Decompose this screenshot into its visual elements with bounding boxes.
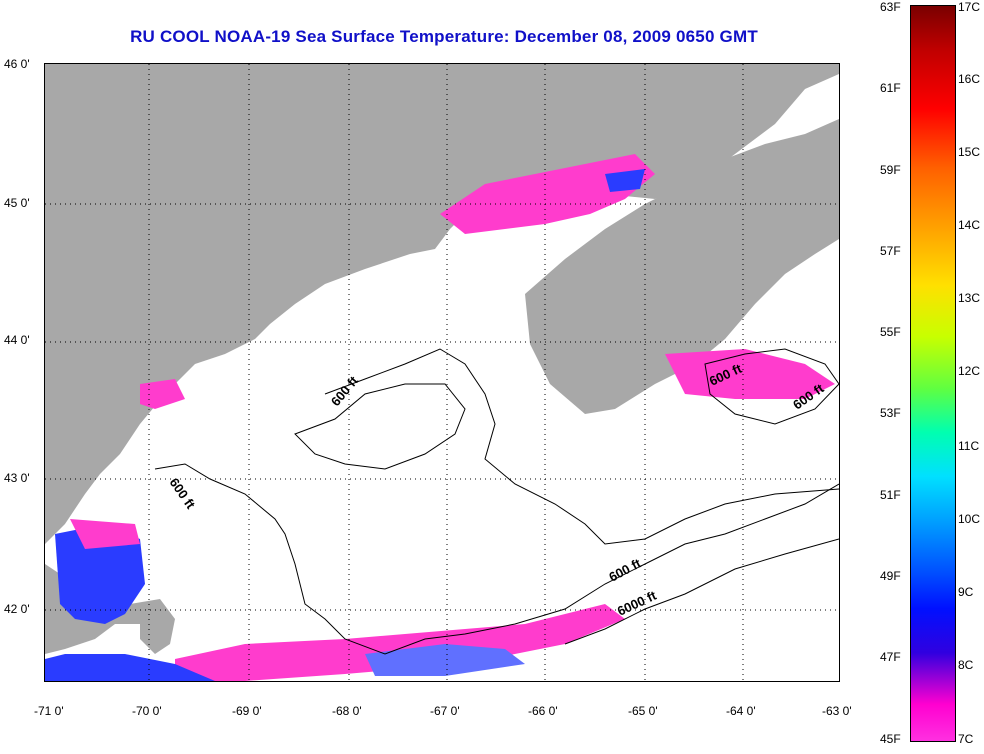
sst-bay-of-fundy <box>440 154 655 234</box>
sst-maine-coast <box>140 379 185 409</box>
contour-label: 6000 ft <box>615 587 659 618</box>
lon-label: -68 0' <box>332 704 362 718</box>
sst-massachusetts-bay <box>55 524 145 624</box>
colorbar-f-label: 49F <box>880 569 901 583</box>
sst-south-shelf <box>175 604 625 681</box>
colorbar-f-label: 53F <box>880 406 901 420</box>
contour-6000 <box>564 538 839 645</box>
sst-map[interactable]: 600 ft 600 ft 600 ft 600 ft 6000 ft 600 … <box>44 63 840 682</box>
lon-label: -66 0' <box>528 704 558 718</box>
colorbar-c-label: 9C <box>958 585 974 599</box>
colorbar-f-label: 59F <box>880 163 901 177</box>
colorbar-f-label: 51F <box>880 488 901 502</box>
lat-label: 46 0' <box>4 57 30 71</box>
colorbar-f-label: 55F <box>880 325 901 339</box>
colorbar-f-label: 63F <box>880 0 901 14</box>
lat-label: 45 0' <box>4 196 30 210</box>
lon-label: -64 0' <box>726 704 756 718</box>
sst-shelf-blue <box>365 644 525 676</box>
colorbar-c-label: 11C <box>958 439 980 453</box>
map-title: RU COOL NOAA-19 Sea Surface Temperature:… <box>130 27 758 46</box>
sst-fundy-blue <box>605 169 645 192</box>
colorbar-c-label: 14C <box>958 218 981 232</box>
colorbar-c-label: 8C <box>958 658 974 672</box>
colorbar-f-label: 47F <box>880 650 901 664</box>
colorbar-c-label: 17C <box>958 0 981 14</box>
lon-label: -67 0' <box>430 704 460 718</box>
lat-label: 43 0' <box>4 471 30 485</box>
sst-nova-scotia-east <box>665 349 835 399</box>
lat-label: 42 0' <box>4 602 30 616</box>
lon-label: -71 0' <box>34 704 64 718</box>
lon-label: -70 0' <box>132 704 162 718</box>
colorbar-c-label: 12C <box>958 364 981 378</box>
colorbar-f-label: 61F <box>880 81 901 95</box>
colorbar-f-label: 45F <box>880 732 901 746</box>
contour-label-group: 600 ft 600 ft 600 ft 600 ft 6000 ft 600 … <box>167 360 828 618</box>
colorbar-f-label: 57F <box>880 244 901 258</box>
lon-label: -69 0' <box>232 704 262 718</box>
contour-label: 600 ft <box>606 555 644 585</box>
sst-mass-bay-magenta <box>70 519 140 549</box>
lon-label: -65 0' <box>628 704 658 718</box>
bathymetry-contours <box>154 348 839 655</box>
sst-nantucket-blue <box>45 654 215 681</box>
temperature-colorbar <box>910 5 956 742</box>
lat-label: 44 0' <box>4 333 30 347</box>
colorbar-c-label: 15C <box>958 145 981 159</box>
contour-600-inner <box>294 383 466 470</box>
contour-600-central <box>324 348 839 545</box>
land-nova-scotia <box>525 119 839 414</box>
colorbar-c-label: 16C <box>958 72 981 86</box>
contour-label: 600 ft <box>167 475 199 512</box>
lon-label: -63 0' <box>822 704 852 718</box>
map-canvas: 600 ft 600 ft 600 ft 600 ft 6000 ft 600 … <box>45 64 839 681</box>
colorbar-c-label: 13C <box>958 291 981 305</box>
colorbar-c-label: 10C <box>958 512 981 526</box>
contour-600-west <box>154 463 839 655</box>
colorbar-c-label: 7C <box>958 732 974 746</box>
contour-600-east <box>704 348 839 425</box>
